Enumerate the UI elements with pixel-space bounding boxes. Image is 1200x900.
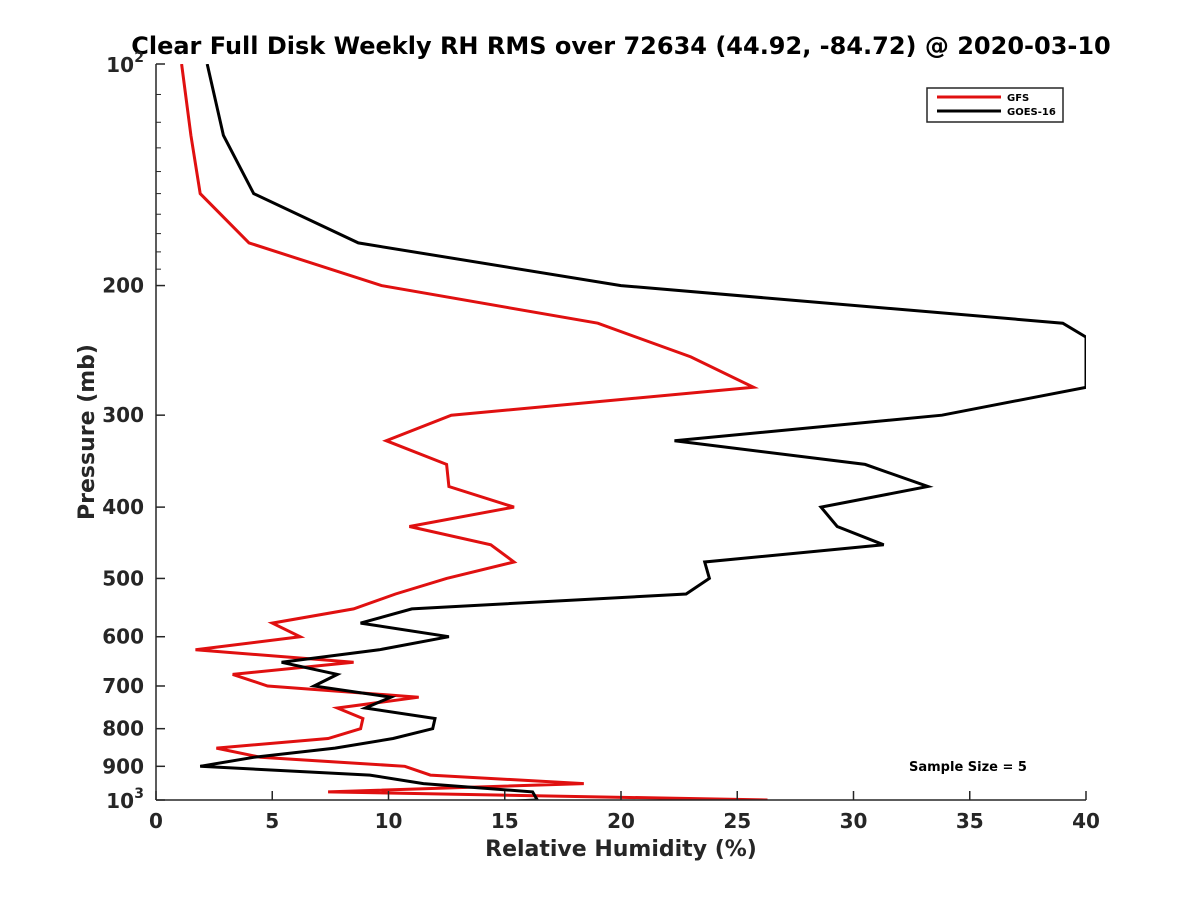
x-tick-label: 10 <box>375 809 403 833</box>
y-tick-label: 10 <box>106 789 134 813</box>
y-axis-label: Pressure (mb) <box>75 344 100 520</box>
chart-title: Clear Full Disk Weekly RH RMS over 72634… <box>131 32 1111 60</box>
y-tick-label: 900 <box>102 754 144 778</box>
y-tick-label: 300 <box>102 403 144 427</box>
x-axis-label: Relative Humidity (%) <box>485 837 757 862</box>
x-tick-label: 20 <box>607 809 635 833</box>
x-tick-label: 15 <box>491 809 519 833</box>
y-tick-label: 700 <box>102 674 144 698</box>
y-tick-label: 400 <box>102 495 144 519</box>
plot-area <box>155 64 1086 801</box>
y-tick-label: 200 <box>102 274 144 298</box>
y-tick-label: 600 <box>102 625 144 649</box>
legend: GFS GOES-16 <box>926 87 1064 123</box>
x-tick-label: 25 <box>723 809 751 833</box>
x-axis: 0 5 10 15 20 25 30 35 40 <box>149 791 1100 833</box>
y-tick-exponent: 2 <box>134 50 144 66</box>
x-tick-label: 30 <box>840 809 868 833</box>
y-tick-label: 500 <box>102 566 144 590</box>
series-line-goes-16 <box>199 64 1086 800</box>
x-tick-label: 40 <box>1072 809 1100 833</box>
x-tick-label: 5 <box>265 809 279 833</box>
y-tick-label: 10 <box>106 53 134 77</box>
legend-box <box>926 87 1064 123</box>
y-tick-label: 800 <box>102 717 144 741</box>
y-tick-exponent: 3 <box>134 786 144 802</box>
x-tick-label: 0 <box>149 809 163 833</box>
legend-label: GOES-16 <box>1007 107 1056 118</box>
sample-size-annotation: Sample Size = 5 <box>909 760 1027 775</box>
x-tick-label: 35 <box>956 809 984 833</box>
legend-label: GFS <box>1007 93 1029 104</box>
series-line-gfs <box>180 64 768 800</box>
